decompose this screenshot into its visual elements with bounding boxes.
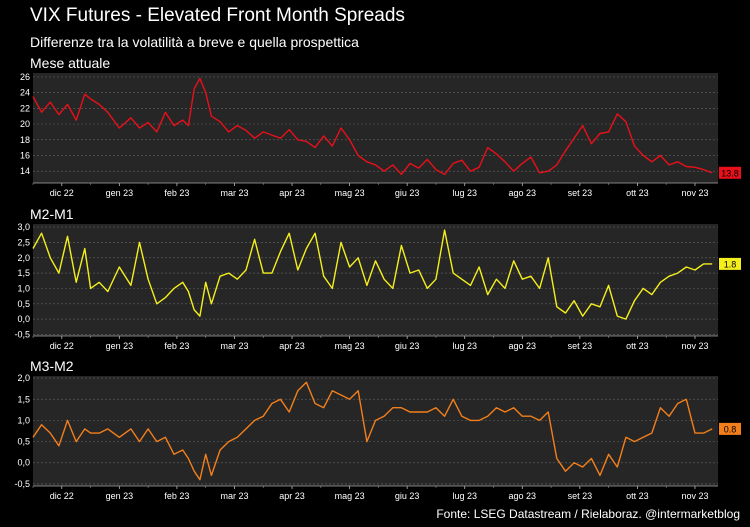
y-tick-label: 1,5 [17, 268, 30, 278]
plot-background [33, 376, 718, 486]
x-tick-label: mar 23 [220, 491, 248, 501]
plot-background [33, 224, 718, 336]
x-tick-label: mag 23 [335, 491, 365, 501]
x-tick-label: nov 23 [681, 491, 708, 501]
chart-subtitle: Differenze tra la volatilità a breve e q… [30, 34, 359, 50]
x-tick-label: feb 23 [164, 341, 189, 351]
x-tick-label: feb 23 [164, 491, 189, 501]
x-tick-label: ott 23 [626, 341, 649, 351]
y-tick-label: 14 [20, 166, 30, 176]
x-tick-label: dic 22 [50, 341, 74, 351]
y-tick-label: 0,0 [17, 314, 30, 324]
x-tick-label: lug 23 [452, 491, 477, 501]
last-value-label: 0.8 [724, 424, 737, 434]
y-tick-label: 18 [20, 135, 30, 145]
x-tick-label: ago 23 [509, 491, 537, 501]
y-tick-label: 1,0 [17, 415, 30, 425]
x-tick-label: mar 23 [220, 188, 248, 198]
panel-label: Mese attuale [30, 55, 111, 71]
y-tick-label: 24 [20, 88, 30, 98]
y-tick-label: 2,5 [17, 237, 30, 247]
y-tick-label: 0,0 [17, 458, 30, 468]
chart-title: VIX Futures - Elevated Front Month Sprea… [30, 5, 405, 26]
panel-label: M2-M1 [30, 206, 74, 222]
series-line [32, 229, 713, 320]
y-tick-label: 26 [20, 72, 30, 82]
x-tick-label: feb 23 [164, 188, 189, 198]
panel-label: M3-M2 [30, 358, 74, 374]
y-tick-label: 0,5 [17, 437, 30, 447]
y-tick-label: 22 [20, 103, 30, 113]
x-tick-label: giu 23 [395, 188, 420, 198]
x-tick-label: set 23 [568, 491, 593, 501]
x-tick-label: giu 23 [395, 491, 420, 501]
last-value-tag [719, 166, 741, 179]
x-tick-label: apr 23 [279, 491, 305, 501]
y-tick-label: 16 [20, 151, 30, 161]
x-tick-label: lug 23 [452, 341, 477, 351]
y-tick-label: 20 [20, 119, 30, 129]
last-value-tag [719, 257, 741, 270]
y-tick-label: 2,0 [17, 373, 30, 383]
y-tick-label: -0,5 [14, 329, 30, 339]
x-tick-label: giu 23 [395, 341, 420, 351]
x-tick-label: gen 23 [106, 341, 134, 351]
x-tick-label: apr 23 [279, 188, 305, 198]
y-tick-label: 3,0 [17, 222, 30, 232]
y-tick-label: 2,0 [17, 253, 30, 263]
last-value-label: 13.8 [721, 168, 739, 178]
series-line [32, 381, 713, 481]
x-tick-label: mag 23 [335, 188, 365, 198]
x-tick-label: set 23 [568, 188, 593, 198]
x-tick-label: mag 23 [335, 341, 365, 351]
y-tick-label: 1,0 [17, 283, 30, 293]
last-value-label: 1.8 [724, 259, 737, 269]
x-tick-label: ago 23 [509, 341, 537, 351]
x-tick-label: mar 23 [220, 341, 248, 351]
y-tick-label: 1,5 [17, 394, 30, 404]
x-tick-label: ott 23 [626, 188, 649, 198]
y-tick-label: -0,5 [14, 479, 30, 489]
last-value-tag [719, 422, 741, 435]
x-tick-label: dic 22 [50, 188, 74, 198]
x-tick-label: dic 22 [50, 491, 74, 501]
x-tick-label: nov 23 [681, 341, 708, 351]
x-tick-label: ott 23 [626, 491, 649, 501]
y-tick-label: 0,5 [17, 299, 30, 309]
x-tick-label: apr 23 [279, 341, 305, 351]
x-tick-label: nov 23 [681, 188, 708, 198]
x-tick-label: gen 23 [106, 491, 134, 501]
x-tick-label: lug 23 [452, 188, 477, 198]
x-tick-label: gen 23 [106, 188, 134, 198]
series-line [32, 77, 713, 176]
plot-background [33, 73, 718, 183]
x-tick-label: set 23 [568, 341, 593, 351]
x-tick-label: ago 23 [509, 188, 537, 198]
source-note: Fonte: LSEG Datastream / Rielaboraz. @in… [436, 507, 740, 521]
